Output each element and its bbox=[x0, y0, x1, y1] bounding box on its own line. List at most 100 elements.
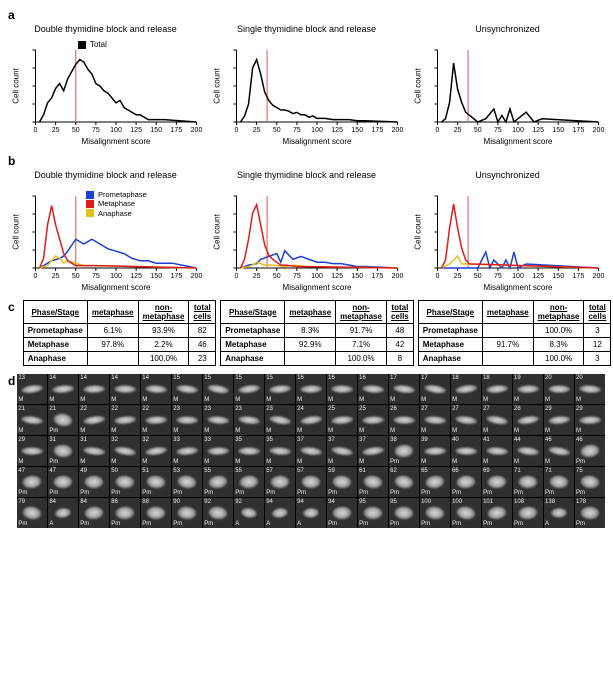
svg-text:175: 175 bbox=[171, 273, 183, 280]
cell-metaphase: 8.3% bbox=[285, 324, 336, 338]
thumb-number: 15 bbox=[173, 375, 180, 381]
cell-nonmetaphase: 2.2% bbox=[138, 338, 189, 352]
cell-nonmetaphase: 100.0% bbox=[138, 352, 189, 366]
thumb-phase: M bbox=[266, 459, 271, 465]
svg-text:175: 175 bbox=[573, 127, 585, 134]
panel-d: d 13M14M14M14M14M15M15M15M15M16M16M16M17… bbox=[8, 374, 605, 528]
thumbnail: 55Pm bbox=[234, 467, 264, 497]
thumb-number: 38 bbox=[390, 437, 397, 443]
thumbnail: 18M bbox=[482, 374, 512, 404]
legend-box-icon bbox=[78, 41, 86, 49]
thumb-number: 84 bbox=[49, 499, 56, 505]
table-2: Phase/Stagemetaphasenon-metaphasetotalce… bbox=[418, 300, 612, 366]
thumb-phase: M bbox=[111, 459, 116, 465]
thumbnail: 18M bbox=[451, 374, 481, 404]
thumb-number: 35 bbox=[235, 437, 242, 443]
th-nonmetaphase: non-metaphase bbox=[138, 301, 189, 324]
thumb-phase: M bbox=[297, 397, 302, 403]
svg-text:150: 150 bbox=[351, 273, 363, 280]
thumbnail: 61Pm bbox=[358, 467, 388, 497]
thumb-number: 44 bbox=[514, 437, 521, 443]
thumb-number: 39 bbox=[421, 437, 428, 443]
th-phase: Phase/Stage bbox=[418, 301, 482, 324]
cell-nonmetaphase: 100.0% bbox=[336, 352, 387, 366]
svg-text:25: 25 bbox=[454, 273, 462, 280]
svg-text:Misalignment score: Misalignment score bbox=[82, 137, 151, 146]
svg-text:75: 75 bbox=[293, 273, 301, 280]
thumbnail: 29M bbox=[575, 405, 605, 435]
chart-a-2: Unsynchronized0255075100125150175200Misa… bbox=[410, 24, 605, 146]
thumb-phase: M bbox=[359, 428, 364, 434]
thumbnail: 16M bbox=[358, 374, 388, 404]
thumbnails-grid: 13M14M14M14M14M15M15M15M15M16M16M16M17M1… bbox=[17, 374, 605, 528]
thumb-phase: Pm bbox=[204, 521, 213, 527]
thumbnail: 22M bbox=[141, 405, 171, 435]
thumbnail: 47Pm bbox=[17, 467, 47, 497]
svg-text:75: 75 bbox=[494, 127, 502, 134]
thumb-number: 35 bbox=[266, 437, 273, 443]
thumb-number: 47 bbox=[49, 468, 56, 474]
thumb-number: 66 bbox=[452, 468, 459, 474]
svg-text:50: 50 bbox=[273, 127, 281, 134]
thumb-phase: M bbox=[483, 397, 488, 403]
thumb-number: 92 bbox=[235, 499, 242, 505]
thumbnail: 100Pm bbox=[451, 498, 481, 528]
table-row: Metaphase92.9%7.1%42 bbox=[221, 338, 414, 352]
svg-text:0: 0 bbox=[436, 127, 440, 134]
thumb-phase: M bbox=[111, 397, 116, 403]
thumbnail: 21M bbox=[17, 405, 47, 435]
thumb-phase: Pm bbox=[80, 521, 89, 527]
thumbnail: 40M bbox=[451, 436, 481, 466]
th-total: totalcells bbox=[386, 301, 413, 324]
svg-text:125: 125 bbox=[130, 127, 142, 134]
thumbnail: 35M bbox=[234, 436, 264, 466]
thumb-number: 71 bbox=[514, 468, 521, 474]
cell-metaphase bbox=[285, 352, 336, 366]
panel-d-label: d bbox=[8, 374, 15, 388]
thumb-phase: M bbox=[421, 397, 426, 403]
svg-text:125: 125 bbox=[331, 127, 343, 134]
thumb-number: 92 bbox=[204, 499, 211, 505]
thumb-phase: M bbox=[576, 428, 581, 434]
thumb-number: 178 bbox=[576, 499, 586, 505]
thumb-number: 88 bbox=[142, 499, 149, 505]
charts-row-b: Double thymidine block and release025507… bbox=[8, 170, 605, 292]
thumbnail: 95Pm bbox=[358, 498, 388, 528]
panel-a: a Double thymidine block and release0255… bbox=[8, 8, 605, 146]
thumb-phase: Pm bbox=[452, 521, 461, 527]
panel-c-label: c bbox=[8, 300, 15, 314]
thumbnail: 33M bbox=[172, 436, 202, 466]
thumb-phase: M bbox=[328, 397, 333, 403]
thumb-phase: Pm bbox=[421, 521, 430, 527]
cell-metaphase bbox=[482, 352, 533, 366]
thumbnail: 20M bbox=[544, 374, 574, 404]
svg-text:150: 150 bbox=[150, 127, 162, 134]
thumbnail: 57Pm bbox=[296, 467, 326, 497]
thumb-phase: Pm bbox=[359, 521, 368, 527]
table-row: Prometaphase6.1%93.9%82 bbox=[23, 324, 216, 338]
thumbnail: 15M bbox=[265, 374, 295, 404]
svg-text:125: 125 bbox=[532, 127, 544, 134]
thumbnail: 95Pm bbox=[389, 498, 419, 528]
legend-phases: PrometaphaseMetaphaseAnaphase bbox=[86, 190, 147, 218]
thumb-number: 23 bbox=[266, 406, 273, 412]
thumbnail: 49Pm bbox=[79, 467, 109, 497]
table-row: Anaphase100.0%23 bbox=[23, 352, 216, 366]
thumb-number: 33 bbox=[173, 437, 180, 443]
svg-text:150: 150 bbox=[552, 127, 564, 134]
thumb-phase: M bbox=[483, 428, 488, 434]
thumb-number: 27 bbox=[483, 406, 490, 412]
thumb-phase: Pm bbox=[514, 490, 523, 496]
thumbnail: 88Pm bbox=[141, 498, 171, 528]
thumb-phase: M bbox=[142, 397, 147, 403]
cell-total: 82 bbox=[189, 324, 216, 338]
svg-text:200: 200 bbox=[593, 127, 605, 134]
thumb-phase: M bbox=[80, 397, 85, 403]
swatch-prometaphase-icon bbox=[86, 191, 94, 199]
thumb-number: 101 bbox=[483, 499, 493, 505]
thumbnail: 37M bbox=[358, 436, 388, 466]
thumb-phase: M bbox=[545, 397, 550, 403]
thumb-phase: M bbox=[235, 397, 240, 403]
thumbnail: 33M bbox=[203, 436, 233, 466]
thumb-phase: Pm bbox=[49, 490, 58, 496]
